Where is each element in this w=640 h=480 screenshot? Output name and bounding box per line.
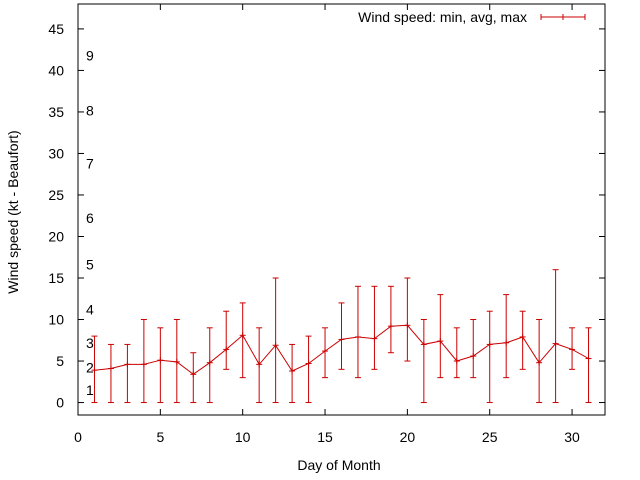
beaufort-label: 6 bbox=[86, 210, 94, 226]
plot-frame bbox=[77, 3, 606, 416]
y-tick-label: 40 bbox=[48, 62, 64, 78]
y-tick-label: 0 bbox=[56, 395, 64, 411]
y-tick-label: 25 bbox=[48, 187, 64, 203]
x-axis-title: Day of Month bbox=[297, 457, 380, 473]
x-tick-label: 30 bbox=[564, 429, 580, 445]
y-axis-title: Wind speed (kt - Beaufort) bbox=[5, 130, 21, 293]
y-tick-label: 15 bbox=[48, 270, 64, 286]
beaufort-label: 2 bbox=[86, 360, 94, 376]
x-tick-label: 15 bbox=[317, 429, 333, 445]
y-tick-label: 5 bbox=[56, 353, 64, 369]
legend: Wind speed: min, avg, max bbox=[358, 9, 586, 25]
legend-label: Wind speed: min, avg, max bbox=[358, 9, 527, 25]
x-tick-label: 10 bbox=[235, 429, 251, 445]
y-tick-label: 20 bbox=[48, 228, 64, 244]
y-tick-label: 30 bbox=[48, 145, 64, 161]
beaufort-label: 5 bbox=[86, 257, 94, 273]
beaufort-label: 8 bbox=[86, 102, 94, 118]
wind-speed-series bbox=[91, 269, 592, 404]
x-tick-label: 0 bbox=[74, 429, 82, 445]
beaufort-scale: 1 2 3 4 5 6 7 8 9 bbox=[86, 47, 94, 398]
beaufort-label: 4 bbox=[86, 302, 94, 318]
x-tick-label: 20 bbox=[400, 429, 416, 445]
beaufort-label: 3 bbox=[86, 335, 94, 351]
x-axis: 0 5 10 15 20 25 30 bbox=[74, 4, 580, 445]
legend-key bbox=[540, 14, 586, 20]
y-tick-label: 10 bbox=[48, 312, 64, 328]
y-tick-label: 35 bbox=[48, 104, 64, 120]
x-tick-label: 25 bbox=[482, 429, 498, 445]
beaufort-label: 7 bbox=[86, 155, 94, 171]
beaufort-label: 1 bbox=[86, 382, 94, 398]
x-tick-label: 5 bbox=[156, 429, 164, 445]
beaufort-label: 9 bbox=[86, 47, 94, 63]
y-tick-label: 45 bbox=[48, 21, 64, 37]
